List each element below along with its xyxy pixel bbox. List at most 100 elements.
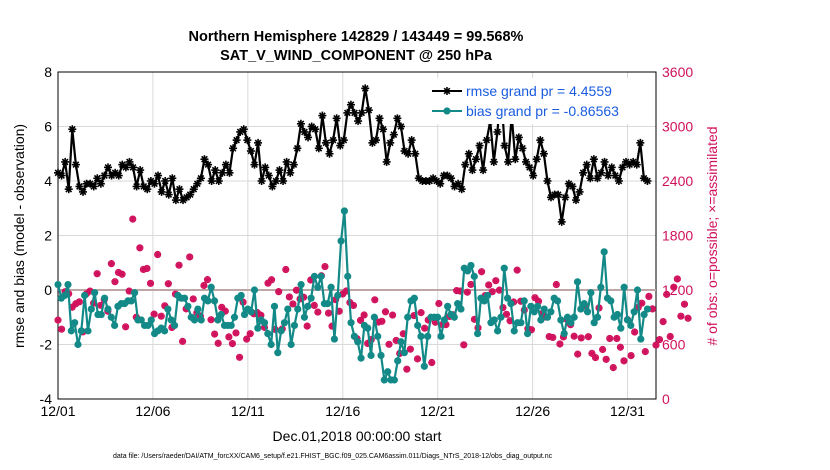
rmse-marker	[100, 171, 109, 180]
bias-marker	[623, 316, 632, 324]
rmse-marker	[514, 133, 523, 142]
rmse-marker	[89, 182, 98, 191]
obs-possible-marker	[178, 337, 187, 345]
rmse-marker	[175, 185, 184, 194]
obs-assimilated-marker	[407, 346, 413, 352]
obs-possible-marker	[652, 341, 660, 349]
obs-assimilated-marker	[361, 312, 367, 318]
bias-marker	[507, 300, 515, 308]
bias-marker	[284, 305, 292, 313]
obs-possible-marker	[107, 260, 115, 268]
rmse-marker	[79, 187, 88, 196]
rmse-marker	[64, 185, 73, 194]
obs-assimilated-marker	[315, 309, 321, 315]
bias-marker	[630, 308, 638, 316]
bias-marker	[127, 297, 135, 305]
obs-possible-marker	[246, 330, 254, 338]
bias-marker	[84, 327, 92, 335]
rmse-marker	[314, 144, 323, 153]
bias-marker	[91, 289, 99, 297]
rmse-marker	[96, 179, 105, 188]
obs-possible-marker	[417, 309, 425, 317]
bias-marker	[77, 327, 85, 335]
obs-assimilated-marker	[350, 302, 357, 309]
rmse-marker	[129, 163, 138, 172]
obs-possible-marker	[57, 325, 66, 333]
rmse-marker	[504, 157, 513, 166]
y-tick-label: -4	[40, 391, 53, 407]
obs-possible-marker	[570, 332, 578, 340]
rmse-marker	[114, 171, 123, 180]
rmse-marker	[404, 149, 413, 158]
obs-assimilated-marker	[468, 281, 474, 288]
rmse-marker	[364, 106, 373, 115]
rmse-marker	[289, 160, 298, 169]
obs-possible-marker	[232, 329, 240, 337]
rmse-marker	[589, 155, 598, 164]
bias-marker	[270, 302, 279, 310]
obs-assimilated-marker	[204, 277, 211, 283]
obs-possible-marker	[413, 355, 422, 363]
rmse-marker	[482, 136, 491, 145]
bias-marker	[510, 327, 518, 335]
rmse-marker	[454, 179, 463, 188]
rmse-marker	[350, 108, 359, 117]
obs-possible-marker	[378, 317, 386, 325]
bias-marker	[330, 335, 339, 343]
obs-assimilated-marker	[664, 291, 670, 297]
obs-assimilated-marker	[382, 309, 389, 315]
bias-marker	[287, 340, 295, 349]
bias-marker	[497, 313, 505, 321]
rmse-marker	[586, 174, 595, 183]
rmse-marker	[132, 182, 141, 191]
obs-possible-marker	[645, 292, 653, 300]
bias-marker	[204, 297, 212, 305]
rmse-marker	[329, 136, 338, 145]
rmse-marker	[461, 160, 470, 169]
obs-possible-marker	[531, 294, 539, 302]
obs-possible-marker	[421, 324, 429, 332]
obs-possible-marker	[460, 341, 468, 349]
rmse-marker	[464, 149, 473, 158]
bias-marker	[297, 280, 305, 289]
obs-possible-marker	[146, 279, 155, 287]
bias-marker	[577, 305, 585, 313]
rmse-marker	[57, 171, 66, 180]
obs-possible-marker	[385, 340, 393, 348]
obs-assimilated-marker	[201, 282, 207, 289]
bias-marker	[101, 294, 109, 302]
rmse-marker	[539, 149, 548, 158]
obs-assimilated-marker	[222, 308, 228, 314]
bias-marker	[404, 313, 412, 321]
rmse-marker	[196, 174, 205, 183]
bias-marker	[400, 349, 408, 357]
bias-marker	[600, 248, 608, 256]
rmse-marker	[468, 166, 477, 175]
rmse-marker	[254, 138, 263, 147]
bias-marker	[437, 332, 445, 340]
bias-marker	[354, 338, 362, 346]
bias-marker	[300, 313, 309, 321]
bias-marker	[587, 289, 595, 297]
obs-assimilated-marker	[293, 287, 300, 293]
obs-possible-marker	[552, 280, 560, 289]
bias-marker	[560, 330, 568, 338]
obs-assimilated-marker	[678, 313, 684, 319]
rmse-marker	[68, 125, 77, 134]
y-right-tick-label: 1800	[662, 228, 693, 244]
obs-assimilated-marker	[667, 333, 673, 340]
bias-marker	[484, 291, 492, 300]
rmse-marker	[336, 141, 345, 150]
obs-possible-marker	[200, 281, 208, 290]
obs-possible-marker	[659, 317, 667, 326]
obs-assimilated-marker	[58, 326, 65, 332]
obs-assimilated-marker	[290, 301, 296, 307]
obs-assimilated-marker	[489, 289, 495, 295]
legend: rmse grand pr = 4.4559 bias grand pr = -…	[425, 78, 649, 124]
obs-assimilated-marker	[76, 299, 82, 305]
obs-assimilated-marker	[372, 297, 378, 303]
bias-marker	[390, 376, 398, 384]
x-tick-label: 12/01	[40, 403, 75, 419]
legend-bias-label: bias grand pr = -0.86563	[466, 103, 619, 119]
obs-possible-marker	[243, 335, 251, 343]
